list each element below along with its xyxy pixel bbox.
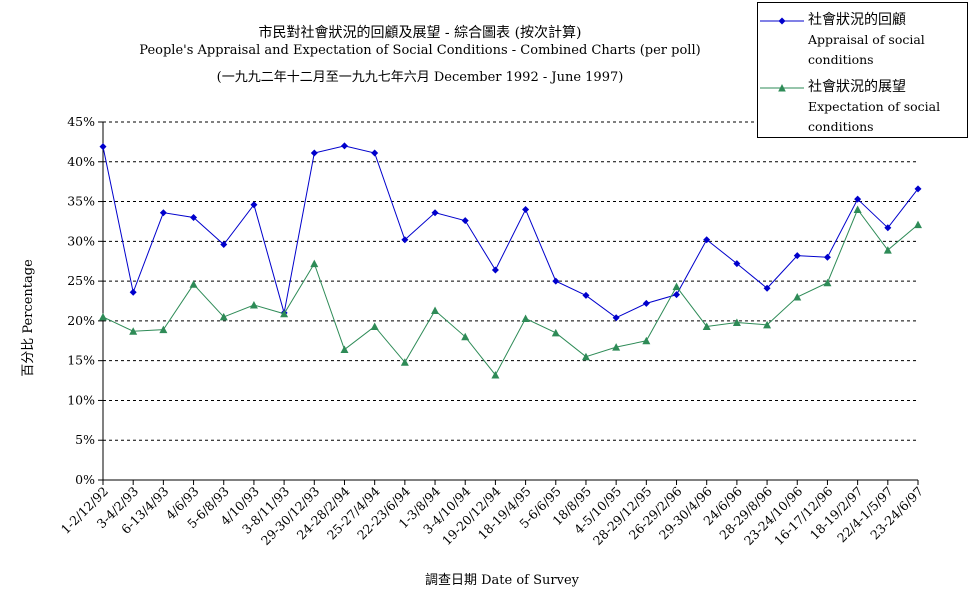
y-tick-label: 20% [67,313,95,328]
series-line [102,145,919,319]
data-point [642,299,650,307]
data-point [400,358,409,366]
legend-label-appraisal-en: Appraisal of social conditions [808,32,925,67]
data-point [552,277,560,285]
axes [98,121,919,485]
data-point [340,142,348,150]
data-point [371,149,379,157]
data-point [340,345,349,354]
data-point [461,217,469,225]
data-point [491,370,500,379]
data-point [220,241,228,249]
legend-swatch-expectation [760,84,804,92]
data-point [219,312,228,321]
y-axis-label: 百分比 Percentage [21,259,36,377]
data-point [702,322,711,330]
data-point [733,260,741,268]
data-point [310,259,319,268]
chart-title: 市民對社會狀況的回顧及展望 - 綜合圖表 (按次計算) [258,25,582,41]
y-tick-label: 45% [67,114,95,129]
data-point [823,278,832,287]
data-point [883,246,892,254]
data-point [431,209,439,217]
data-point [884,224,892,232]
data-point [521,314,530,322]
data-point [763,284,771,292]
data-point [159,325,168,334]
y-tick-label: 10% [67,392,95,407]
y-tick-label: 40% [67,154,95,169]
chart-subtitle: People's Appraisal and Expectation of So… [139,43,701,58]
data-point [582,291,590,299]
legend-label-expectation-zh: 社會狀況的展望 [808,79,906,95]
y-tick-label: 15% [67,353,95,368]
data-point [99,143,107,151]
data-point [642,336,651,345]
legend-swatch-appraisal [760,17,804,25]
data-point [190,213,198,221]
data-point [280,309,289,318]
series-appraisal [99,142,922,322]
x-tick-labels: 1-2/12/923-4/2/936-13/4/934/6/935-6/8/93… [58,483,926,548]
data-point [522,206,530,214]
data-point [401,236,409,244]
data-point [672,282,681,291]
y-tick-labels: 0% 5% 10% 15% 20% 25% 30% 35% 40% 45% [67,114,95,487]
data-point [249,300,258,309]
x-axis-label: 調查日期 Date of Survey [425,573,580,588]
legend-label-appraisal-zh: 社會狀況的回顧 [808,12,906,28]
data-point [853,205,862,214]
data-point [703,236,711,244]
data-point [673,291,681,299]
data-point [189,280,198,288]
series-expectation [99,205,922,379]
y-tick-label: 35% [67,194,95,209]
data-point [793,252,801,260]
data-point [370,322,379,330]
chart-date-range: (一九九二年十二月至一九九七年六月 December 1992 - June 1… [216,70,624,85]
y-tick-label: 30% [67,233,95,248]
data-point [461,332,470,341]
data-point [431,306,440,315]
data-point [612,314,620,322]
data-point [914,185,922,193]
data-point [763,320,772,329]
data-point [551,328,560,337]
data-point [129,288,137,296]
y-tick-label: 5% [75,432,95,447]
series-group [99,142,922,379]
data-point [491,266,499,274]
grid-lines [103,121,918,441]
data-point [99,312,107,321]
series-line [102,208,919,376]
legend-label-expectation-en: Expectation of social conditions [808,99,941,134]
data-point [732,318,741,326]
data-point [310,149,318,157]
y-tick-label: 25% [67,273,95,288]
data-point [823,253,831,261]
data-point [854,195,862,203]
data-point [129,327,138,335]
data-point [159,209,167,217]
legend: 社會狀況的回顧 Appraisal of social conditions 社… [757,2,968,138]
data-point [793,293,802,301]
data-point [612,343,621,351]
data-point [250,201,258,209]
y-tick-label: 0% [75,472,95,487]
data-point [914,220,922,229]
data-point [581,352,590,361]
